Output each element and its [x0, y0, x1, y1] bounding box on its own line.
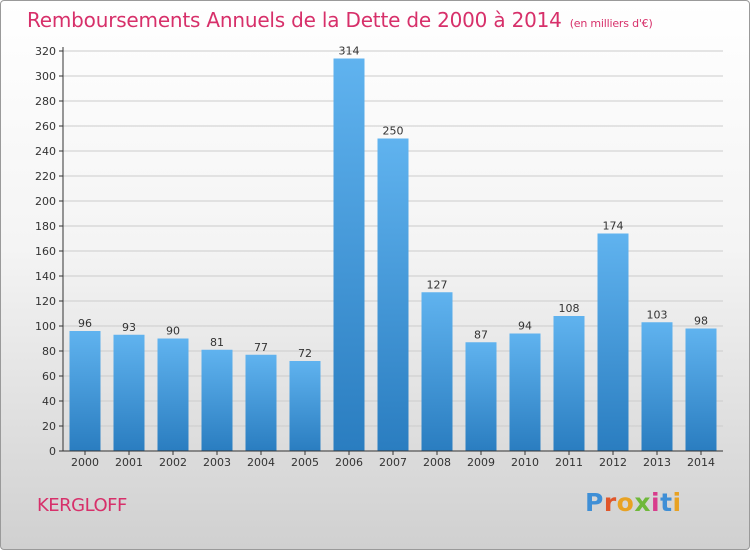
x-tick-label: 2008: [423, 456, 451, 469]
bar-value-label: 94: [518, 320, 532, 333]
bar: [421, 292, 453, 451]
bar-value-label: 77: [254, 341, 268, 354]
x-tick-label: 2001: [115, 456, 143, 469]
bar-value-label: 103: [647, 308, 668, 321]
bar-value-label: 98: [694, 315, 708, 328]
logo-letter: P: [585, 488, 604, 517]
chart-unit-label: (en milliers d'€): [569, 17, 653, 30]
bar-value-label: 108: [559, 302, 580, 315]
x-tick-label: 2011: [555, 456, 583, 469]
bar-value-label: 314: [339, 45, 360, 58]
bar-value-label: 87: [474, 328, 488, 341]
bar: [553, 316, 585, 451]
bar: [333, 58, 365, 451]
bar: [377, 138, 409, 451]
bar-value-label: 81: [210, 336, 224, 349]
x-tick-label: 2013: [643, 456, 671, 469]
y-tick-label: 180: [35, 220, 56, 233]
bar: [245, 354, 277, 451]
logo-letter: r: [603, 488, 617, 517]
y-tick-label: 220: [35, 170, 56, 183]
y-tick-label: 280: [35, 95, 56, 108]
x-tick-label: 2006: [335, 456, 363, 469]
bar: [69, 331, 101, 451]
y-tick-label: 20: [42, 420, 56, 433]
y-tick-label: 200: [35, 195, 56, 208]
bar-value-label: 72: [298, 347, 312, 360]
x-tick-label: 2005: [291, 456, 319, 469]
x-tick-label: 2014: [687, 456, 715, 469]
y-tick-label: 100: [35, 320, 56, 333]
chart-title-text: Remboursements Annuels de la Dette de 20…: [27, 8, 562, 32]
bar-value-label: 127: [427, 278, 448, 291]
x-tick-label: 2002: [159, 456, 187, 469]
y-tick-label: 40: [42, 395, 56, 408]
logo-letter: o: [616, 488, 635, 517]
logo-letter: i: [651, 488, 661, 517]
x-tick-label: 2009: [467, 456, 495, 469]
x-tick-label: 2012: [599, 456, 627, 469]
logo-letter: x: [634, 488, 651, 517]
bar: [113, 334, 145, 451]
y-tick-label: 320: [35, 45, 56, 58]
y-tick-label: 60: [42, 370, 56, 383]
y-tick-label: 120: [35, 295, 56, 308]
x-tick-label: 2004: [247, 456, 275, 469]
y-tick-label: 160: [35, 245, 56, 258]
logo-letter: t: [660, 488, 673, 517]
y-tick-label: 300: [35, 70, 56, 83]
labels: 0 20 40 60 80 100 120 140 160 180 200 220 240 260 280 3…: [35, 45, 715, 470]
proxiti-logo[interactable]: Proxiti: [585, 488, 682, 517]
bar-value-label: 250: [383, 125, 404, 138]
y-tick-label: 260: [35, 120, 56, 133]
bars: [69, 58, 717, 451]
bar-value-label: 93: [122, 321, 136, 334]
bar-value-label: 90: [166, 325, 180, 338]
bar-value-label: 174: [603, 220, 624, 233]
bar: [685, 328, 717, 451]
bar: [509, 333, 541, 451]
y-tick-label: 240: [35, 145, 56, 158]
bar: [641, 322, 673, 451]
axes: [59, 47, 723, 455]
bar: [289, 361, 321, 451]
bar: [465, 342, 497, 451]
bar: [157, 338, 189, 451]
bar: [201, 349, 233, 451]
logo-letter: i: [672, 488, 682, 517]
y-tick-label: 0: [49, 445, 56, 458]
y-tick-label: 140: [35, 270, 56, 283]
chart-title: Remboursements Annuels de la Dette de 20…: [27, 8, 653, 32]
x-tick-label: 2003: [203, 456, 231, 469]
y-tick-label: 80: [42, 345, 56, 358]
x-tick-label: 2010: [511, 456, 539, 469]
x-tick-label: 2000: [71, 456, 99, 469]
bar: [597, 233, 629, 451]
bar-value-label: 96: [78, 317, 92, 330]
commune-name: KERGLOFF: [37, 495, 127, 516]
x-tick-label: 2007: [379, 456, 407, 469]
